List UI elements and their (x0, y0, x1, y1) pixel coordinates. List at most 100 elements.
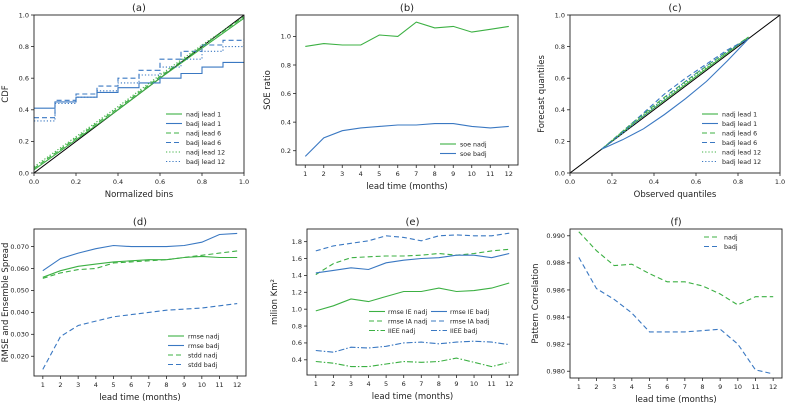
y-tick-label: 0.6 (281, 90, 291, 98)
y-tick-label: 0.2 (555, 138, 565, 146)
x-tick-label: 11 (215, 381, 223, 389)
legend-label: badj lead 12 (722, 159, 761, 166)
y-tick-label: 0.4 (292, 356, 302, 364)
y-axis-label: milion Km² (270, 279, 280, 325)
x-tick-label: 6 (396, 170, 400, 178)
x-tick-label: 3 (340, 170, 344, 178)
x-tick-label: 9 (454, 380, 458, 388)
y-tick-label: 0.2 (281, 147, 291, 155)
x-tick-label: 9 (718, 383, 722, 391)
y-tick-label: 1.8 (292, 238, 302, 246)
legend-label: soe nadj (460, 141, 487, 148)
x-tick-label: 4 (630, 383, 634, 391)
y-tick-label: 0.990 (546, 232, 565, 240)
y-tick-label: 0.980 (546, 368, 565, 376)
x-tick-label: 6 (665, 383, 669, 391)
y-tick-label: 1.0 (292, 305, 302, 313)
x-tick-label: 4 (94, 381, 98, 389)
series-line-iiee-nadj (315, 357, 510, 368)
legend-label: IIEE nadj (388, 328, 416, 335)
x-tick-label: 7 (414, 170, 418, 178)
x-tick-label: 8 (437, 380, 441, 388)
legend-label: badj (724, 244, 738, 251)
x-tick-label: 0.4 (649, 178, 659, 186)
legend-label: badj lead 1 (186, 121, 221, 128)
legend-label: nadj lead 12 (722, 149, 761, 156)
x-tick-label: 2 (58, 381, 62, 389)
y-tick-label: 0.986 (546, 286, 565, 294)
x-tick-label: 1.0 (239, 178, 249, 186)
x-tick-label: 9 (451, 170, 455, 178)
legend-label: soe badj (460, 151, 487, 158)
y-axis-label: Pattern Correlation (531, 263, 541, 343)
x-axis-label: Normalized bins (105, 190, 174, 200)
x-tick-label: 3 (76, 381, 80, 389)
y-tick-label: 0.020 (10, 353, 29, 361)
x-tick-label: 3 (349, 380, 353, 388)
x-axis-label: Observed quantiles (634, 190, 717, 200)
legend-label: badj lead 1 (722, 121, 757, 128)
y-tick-label: 1.0 (281, 33, 291, 41)
x-tick-label: 0.6 (155, 178, 165, 186)
series-line-rmse-ia-nadj (315, 248, 510, 276)
legend-label: IIEE badj (450, 328, 478, 335)
y-tick-label: 0.984 (546, 313, 565, 321)
y-tick-label: 0.030 (10, 331, 29, 339)
y-tick-label: 0.8 (281, 61, 291, 69)
y-tick-label: 0.2 (19, 138, 29, 146)
x-tick-label: 12 (769, 383, 777, 391)
y-tick-label: 0.060 (10, 265, 29, 273)
x-tick-label: 2 (594, 383, 598, 391)
y-tick-label: 0.4 (19, 106, 29, 114)
x-tick-label: 1 (314, 380, 318, 388)
x-tick-label: 0.6 (691, 178, 701, 186)
series-line-rmse-ie-nadj (315, 282, 510, 312)
legend-label: nadj lead 1 (186, 111, 221, 118)
plot-frame (295, 14, 519, 166)
series-line-soe-nadj (305, 21, 509, 47)
y-tick-label: 1.0 (555, 11, 565, 19)
x-axis-label: lead time (months) (366, 182, 447, 192)
series-line-badj-lead-12 (34, 41, 244, 122)
series-line-nadj-lead-6 (34, 16, 244, 169)
series-line-rmse-ie-badj (315, 252, 510, 274)
y-tick-label: 0.050 (10, 287, 29, 295)
plot-frame (306, 228, 519, 376)
x-tick-label: 5 (647, 383, 651, 391)
series-line-stdd-badj (42, 303, 238, 370)
y-tick-label: 0.0 (555, 169, 565, 177)
x-tick-label: 0.0 (565, 178, 575, 186)
chart-title: (a) (132, 3, 146, 14)
x-tick-label: 0.0 (29, 178, 39, 186)
x-tick-label: 1 (41, 381, 45, 389)
x-tick-label: 12 (505, 170, 513, 178)
series-line-badj (578, 257, 774, 375)
x-tick-label: 1 (303, 170, 307, 178)
legend-label: nadj lead 12 (186, 149, 225, 156)
x-tick-label: 11 (487, 380, 495, 388)
x-tick-label: 0.8 (197, 178, 207, 186)
plot-frame (33, 14, 245, 174)
y-tick-label: 0.040 (10, 309, 29, 317)
series-line-iiee-badj (315, 340, 510, 353)
chart-f: (f)1 2 3 4 5 6 7 8 9 10 11 120.9800.9820.9840.9860.… (531, 217, 783, 405)
series-line-badj-lead-1 (601, 38, 749, 150)
y-tick-label: 0.8 (292, 322, 302, 330)
legend-label: badj lead 6 (722, 140, 757, 147)
series-line-badj-lead-6 (34, 38, 244, 119)
y-tick-label: 0.6 (555, 75, 565, 83)
legend-label: nadj lead 1 (722, 111, 757, 118)
chart-title: (d) (133, 217, 147, 228)
chart-a: (a) 0.0 0.2 0.4 0.6 0.8 1.0 0.0 0.2 0.4 0.6 0.8 1.0 N… (1, 3, 249, 200)
legend-label: rmse IA badj (450, 318, 490, 325)
x-tick-label: 1.0 (775, 178, 785, 186)
x-tick-label: 10 (198, 381, 206, 389)
x-tick-label: 8 (700, 383, 704, 391)
y-tick-label: 0.8 (555, 43, 565, 51)
chart-c: (c) 0.0 0.2 0.4 0.6 0.8 1.0 0.0 0.2 0.4 0.6 0.8 1.0 O… (537, 3, 785, 200)
x-tick-label: 10 (468, 170, 476, 178)
x-tick-label: 0.2 (71, 178, 81, 186)
x-axis-label: lead time (months) (372, 392, 453, 402)
